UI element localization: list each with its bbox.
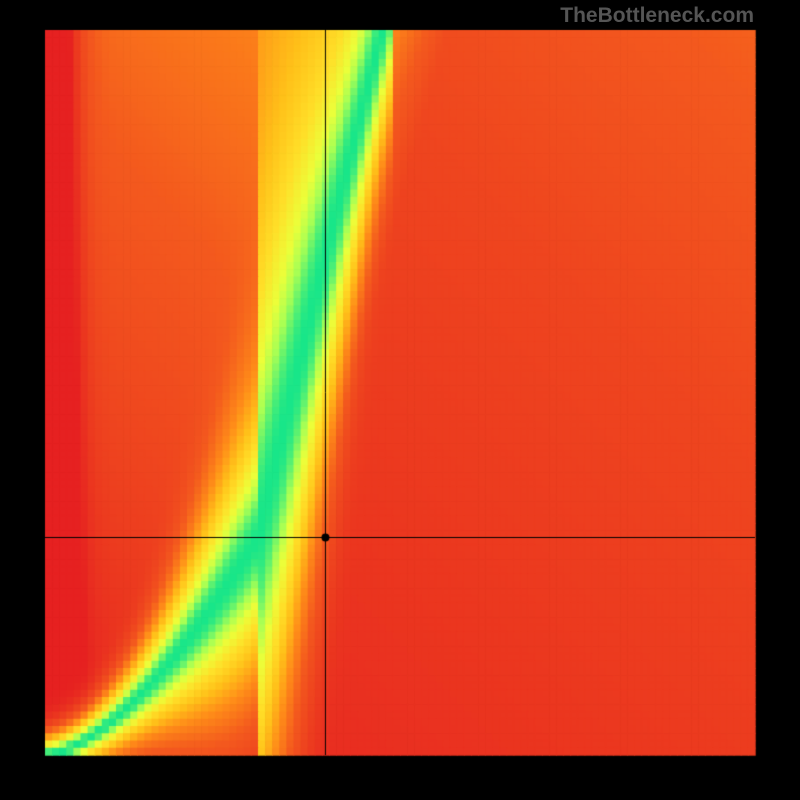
chart-stage: TheBottleneck.com <box>0 0 800 800</box>
bottleneck-heatmap <box>0 0 800 800</box>
watermark-text: TheBottleneck.com <box>560 4 754 28</box>
